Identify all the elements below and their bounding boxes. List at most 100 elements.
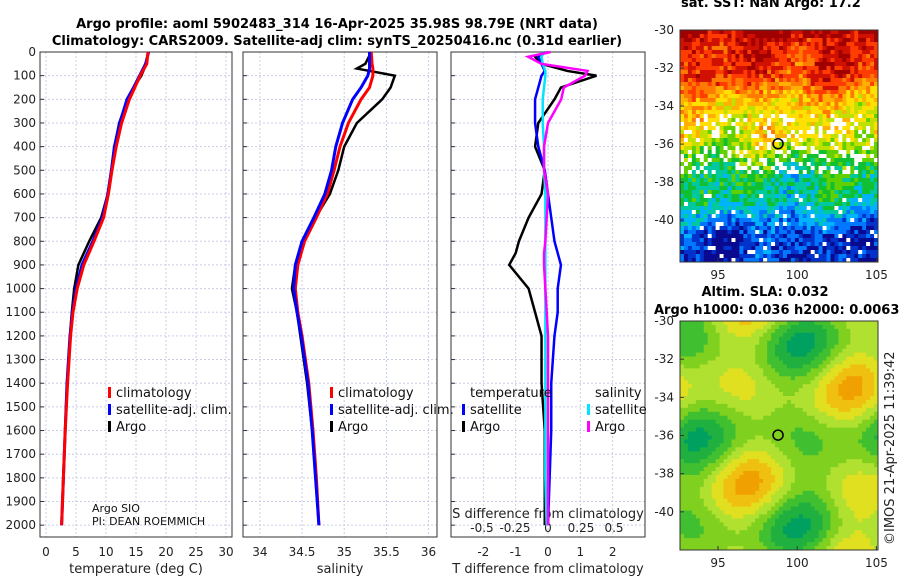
map-cell [763,324,768,330]
map-cell [838,162,843,167]
map-cell [802,130,808,135]
map-cell [874,222,879,227]
map-cell [874,340,879,346]
map-cell [719,226,725,231]
map-cell [798,130,804,135]
map-cell [846,110,851,115]
map-cell [779,206,784,211]
map-cell [723,78,729,83]
map-cell [751,427,756,433]
map-cell [858,94,863,99]
map-cell [834,166,839,171]
map-cell [767,222,772,227]
map-cell [786,435,792,440]
map-cell [850,74,855,79]
map-cell [830,154,835,159]
map-cell [715,214,721,219]
map-cell [798,328,804,334]
map-cell [759,246,764,251]
map-cell [723,234,729,239]
map-cell [802,415,808,421]
map-cell [834,170,839,175]
map-cell [810,94,816,99]
map-cell [687,324,693,330]
map-cell [874,166,879,171]
map-cell [870,372,875,377]
map-cell [695,218,701,223]
map-cell [818,106,824,111]
map-cell [782,174,788,179]
map-cell [814,348,820,354]
map-cell [747,194,752,199]
map-cell [723,222,729,227]
map-cell [747,202,752,207]
map-cell [830,202,835,207]
map-cell [771,210,776,215]
map-cell [687,218,693,223]
map-cell [850,451,855,456]
map-cell [743,114,748,119]
map-cell [822,321,828,326]
map-cell [779,78,784,83]
map-cell [743,190,748,195]
map-cell [814,222,820,227]
map-cell [842,403,847,409]
map-cell [747,74,752,79]
map-cell [794,182,800,187]
map-cell [687,130,693,135]
map-cell [826,78,831,83]
map-cell [727,66,732,71]
map-cell [695,238,701,243]
map-cell [747,392,752,397]
map-cell [680,238,685,243]
map-cell [794,321,800,326]
map-cell [842,372,847,377]
map-cell [802,126,808,131]
map-cell [798,162,804,167]
map-cell [771,222,776,227]
map-cell [771,348,776,354]
map-cell [755,154,760,159]
map-cell [699,455,705,460]
map-cell [739,54,744,59]
map-cell [794,388,800,393]
map-cell [723,198,729,203]
map-cell [743,250,748,255]
map-cell [715,427,721,433]
map-cell [695,42,701,47]
map-cell [719,360,725,365]
map-cell [866,415,871,421]
map-cell [846,74,851,79]
map-cell [830,58,835,63]
map-cell [874,368,879,373]
map-cell [771,162,776,167]
map-cell [866,435,871,440]
map-cell [751,86,756,91]
map-cell [747,411,752,417]
map-cell [739,431,744,436]
map-cell [794,328,800,334]
map-cell [850,324,855,330]
map-cell [838,190,843,195]
map-cell [695,118,701,123]
map-cell [842,392,847,397]
map-cell [862,222,867,227]
map-cell [850,50,855,55]
map-cell [842,254,847,259]
map-cell [687,78,693,83]
map-cell [782,336,788,342]
map-cell [739,214,744,219]
map-cell [782,98,788,103]
map-cell [830,50,835,55]
map-cell [723,348,729,354]
map-cell [699,352,705,358]
map-cell [822,122,828,127]
map-cell [842,38,847,43]
map-cell [731,222,736,227]
map-cell [731,42,736,47]
map-cell [703,455,709,460]
map-cell [782,463,788,468]
map-cell [858,360,863,365]
map-cell [755,451,760,456]
map-cell [826,238,831,243]
